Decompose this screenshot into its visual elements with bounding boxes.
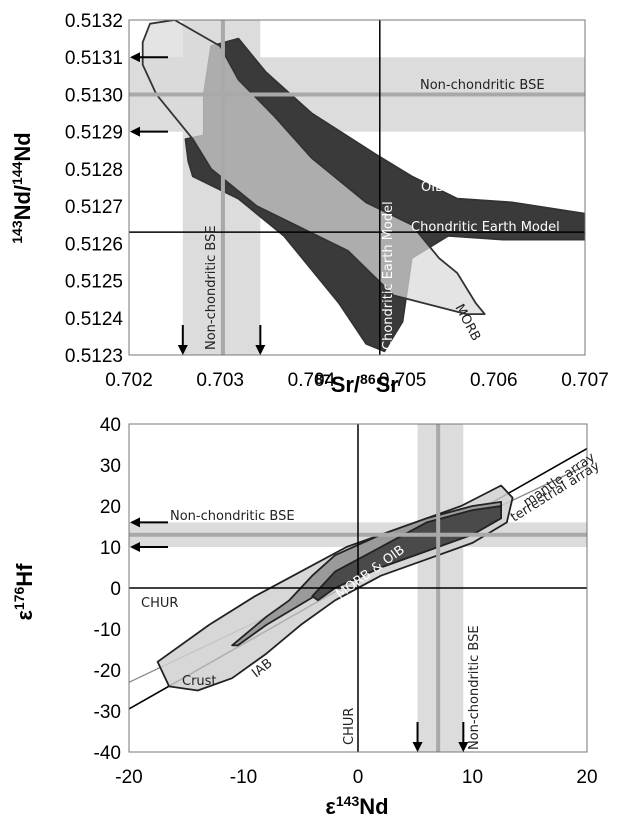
axis-label-part: 176	[11, 586, 27, 610]
label-chur-horizontal: CHUR	[141, 596, 178, 611]
x-tick-label: 0.703	[196, 370, 244, 391]
x-tick-label: -20	[115, 767, 142, 788]
y-tick-label: 0.5123	[65, 346, 123, 367]
x-tick-label: 0	[353, 767, 364, 788]
y-tick-label: 10	[100, 538, 121, 559]
label-bse-vertical: Non-chondritic BSE	[204, 225, 219, 350]
y-tick-label: 0.5130	[65, 85, 123, 106]
y-tick-label: -20	[94, 661, 121, 682]
axis-label-part: ε	[325, 794, 336, 819]
x-tick-label: -10	[230, 767, 257, 788]
y-tick-label: -10	[94, 620, 121, 641]
y-tick-label: 0.5132	[65, 11, 123, 32]
y-axis-label: 143Nd/144Nd	[9, 132, 35, 244]
y-tick-label: 0.5126	[65, 234, 123, 255]
label-oib: OIB	[421, 180, 444, 195]
y-tick-label: 0.5125	[65, 272, 123, 293]
plot-frame	[128, 19, 586, 356]
label-crust: Crust	[182, 674, 217, 689]
x-tick-label: 0.702	[105, 370, 153, 391]
axis-label-part: ε	[12, 610, 37, 621]
y-axis-label: ε176Hf	[11, 563, 37, 621]
x-axis-label: 87Sr/86Sr	[315, 371, 399, 397]
axis-label-part: 143	[336, 793, 360, 809]
axis-label-part: 144	[9, 161, 25, 185]
x-tick-label: 0.704	[288, 370, 336, 391]
label-bse-vertical: Non-chondritic BSE	[467, 625, 482, 750]
y-tick-label: 40	[100, 415, 121, 436]
x-tick-label: 0.706	[470, 370, 518, 391]
label-bse-horizontal: Non-chondritic BSE	[420, 78, 545, 93]
plot-area	[129, 424, 587, 752]
y-tick-label: -30	[94, 702, 121, 723]
x-axis-label: ε143Nd	[325, 793, 388, 819]
label-chondritic-vertical: Chondritic Earth Model	[381, 201, 396, 350]
x-tick-label: 0.705	[379, 370, 427, 391]
axis-label-part: Nd	[359, 794, 388, 819]
label-chondritic-horizontal: Chondritic Earth Model	[411, 220, 560, 235]
y-tick-label: 0.5131	[65, 48, 123, 69]
axis-label-part: Sr/	[331, 372, 360, 397]
plot-frame	[128, 423, 588, 753]
y-tick-label: 0.5129	[65, 123, 123, 144]
x-tick-label: 20	[576, 767, 597, 788]
label-terrestrial-array: terrestrial array	[508, 459, 603, 526]
axis-label-part: 87	[315, 371, 331, 387]
plot-area	[129, 20, 585, 355]
label-bse-horizontal: Non-chondritic BSE	[170, 509, 295, 524]
y-tick-label: 20	[100, 497, 121, 518]
y-tick-label: 0.5127	[65, 197, 123, 218]
axis-label-part: Nd/	[10, 185, 35, 220]
y-tick-label: 0.5124	[65, 309, 124, 330]
axis-label-part: Sr	[376, 372, 400, 397]
x-tick-label: 10	[462, 767, 483, 788]
y-tick-label: 0	[110, 579, 121, 600]
chart-panel-sr-nd: Non-chondritic BSE OIB Chondritic Earth Mo…	[9, 11, 609, 397]
y-tick-label: 30	[100, 456, 121, 477]
y-tick-label: -40	[94, 743, 121, 764]
axis-label-part: Hf	[12, 563, 37, 587]
axis-label-part: Nd	[10, 132, 35, 161]
label-chur-vertical: CHUR	[342, 708, 357, 745]
axis-label-part: 143	[9, 220, 25, 244]
y-tick-label: 0.5128	[65, 160, 123, 181]
x-tick-label: 0.707	[561, 370, 609, 391]
axis-label-part: 86	[360, 371, 376, 387]
